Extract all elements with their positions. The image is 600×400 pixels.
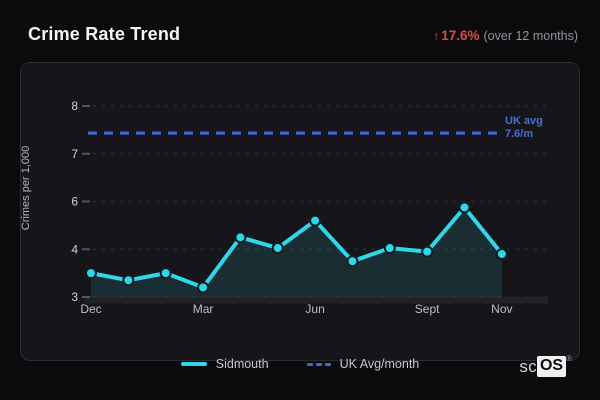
logo-box: OS [536, 356, 567, 377]
logo-prefix: sc [519, 356, 537, 376]
trend-badge: ↑ 17.6% (over 12 months) [433, 28, 578, 43]
trend-percent: 17.6% [441, 28, 480, 43]
uk-avg-label: UK avg [505, 115, 543, 127]
legend-label-uk-avg: UK Avg/month [339, 357, 420, 371]
trend-period: (over 12 months) [483, 29, 578, 43]
uk-avg-value: 7.6/m [505, 128, 534, 140]
uk-avg-annotation: UK avg 7.6/m [505, 115, 543, 141]
legend-item-uk-avg[interactable]: UK Avg/month [306, 357, 420, 371]
chart-panel [20, 62, 580, 361]
page-title: Crime Rate Trend [28, 24, 181, 44]
header: Crime Rate Trend ↑ 17.6% (over 12 months) [28, 24, 578, 45]
up-arrow-icon: ↑ [433, 29, 440, 43]
registered-icon: ® [566, 354, 572, 363]
legend-label-sidmouth: Sidmouth [215, 357, 269, 371]
y-axis-title: Crimes per 1,000 [20, 145, 32, 231]
scos-logo: sc OS ® [519, 354, 572, 377]
line-swatch-icon [180, 362, 207, 366]
dashed-line-swatch-icon [306, 362, 331, 366]
chart-legend: Sidmouth UK Avg/month [0, 357, 600, 371]
legend-item-sidmouth[interactable]: Sidmouth [180, 357, 269, 371]
